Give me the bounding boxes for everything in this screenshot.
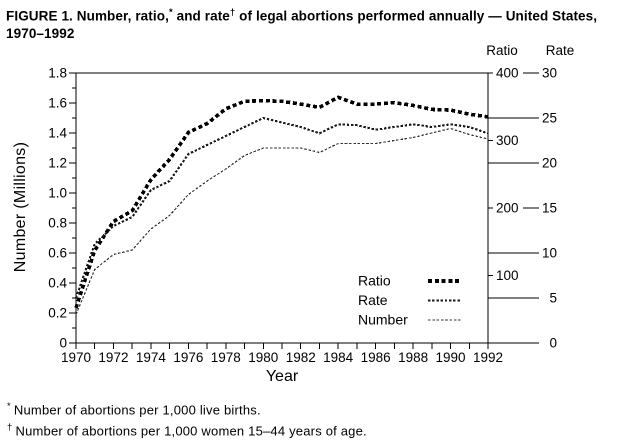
x-tick-label: 1970 — [61, 350, 91, 365]
x-tick-label: 1988 — [398, 350, 428, 365]
y-tick-label: 0.6 — [48, 246, 67, 261]
rate-tick-label: 0 — [549, 336, 557, 351]
y-tick-label: 1.0 — [48, 186, 67, 201]
legend-label-number: Number — [358, 312, 408, 328]
rate-tick-label: 25 — [542, 111, 557, 126]
rate-axis-title: Rate — [545, 43, 575, 58]
series-ratio-line — [74, 95, 489, 309]
rate-tick-label: 20 — [542, 156, 557, 171]
y-tick-label: 0.2 — [48, 306, 67, 321]
y-tick-label: 1.8 — [48, 66, 67, 81]
ratio-tick-label: 400 — [496, 66, 519, 81]
figure-title: FIGURE 1. Number, ratio,* and rate† of l… — [6, 7, 598, 41]
asterisk-marker: * — [7, 401, 11, 412]
x-tick-label: 1986 — [361, 350, 391, 365]
x-tick-label: 1976 — [173, 350, 203, 365]
x-tick-label: 1974 — [136, 350, 167, 365]
y-tick-label: 1.4 — [48, 126, 67, 141]
x-tick-label: 1980 — [248, 350, 278, 365]
footnote-ratio-definition: * Number of abortions per 1,000 live birt… — [7, 398, 367, 419]
series-rate-line — [75, 116, 489, 299]
ratio-tick-label: 300 — [496, 133, 519, 148]
y-tick-label: 0.8 — [48, 216, 67, 231]
x-tick-label: 1978 — [211, 350, 241, 365]
ratio-axis-title: Ratio — [486, 43, 518, 58]
x-tick-label: 1992 — [473, 350, 503, 365]
series-number-line — [75, 127, 489, 315]
rate-tick-label: 30 — [542, 66, 557, 81]
x-tick-label: 1972 — [98, 350, 128, 365]
rate-tick-label: 15 — [542, 201, 557, 216]
y-tick-label: 0 — [59, 336, 67, 351]
dagger-marker: † — [7, 421, 13, 433]
footnote-text: Number of abortions per 1,000 women 15–4… — [15, 423, 367, 439]
rate-tick-label: 10 — [542, 246, 557, 261]
ratio-tick-label: 100 — [496, 268, 519, 283]
rate-tick-label: 5 — [549, 291, 557, 306]
ratio-tick-label: 200 — [496, 201, 519, 216]
footnote-rate-definition: † Number of abortions per 1,000 women 15–… — [7, 419, 367, 440]
x-axis-label: Year — [265, 368, 299, 385]
y-tick-label: 1.2 — [48, 156, 67, 171]
x-tick-label: 1984 — [323, 350, 354, 365]
y-tick-label: 0.4 — [48, 276, 67, 291]
legend-label-ratio: Ratio — [358, 273, 391, 289]
legend-label-rate: Rate — [358, 292, 388, 308]
footnote-text: Number of abortions per 1,000 live birth… — [13, 402, 261, 418]
y-tick-label: 1.6 — [48, 96, 67, 111]
x-tick-label: 1990 — [436, 350, 466, 365]
x-tick-label: 1982 — [286, 350, 316, 365]
footnotes: * Number of abortions per 1,000 live birt… — [7, 398, 367, 440]
